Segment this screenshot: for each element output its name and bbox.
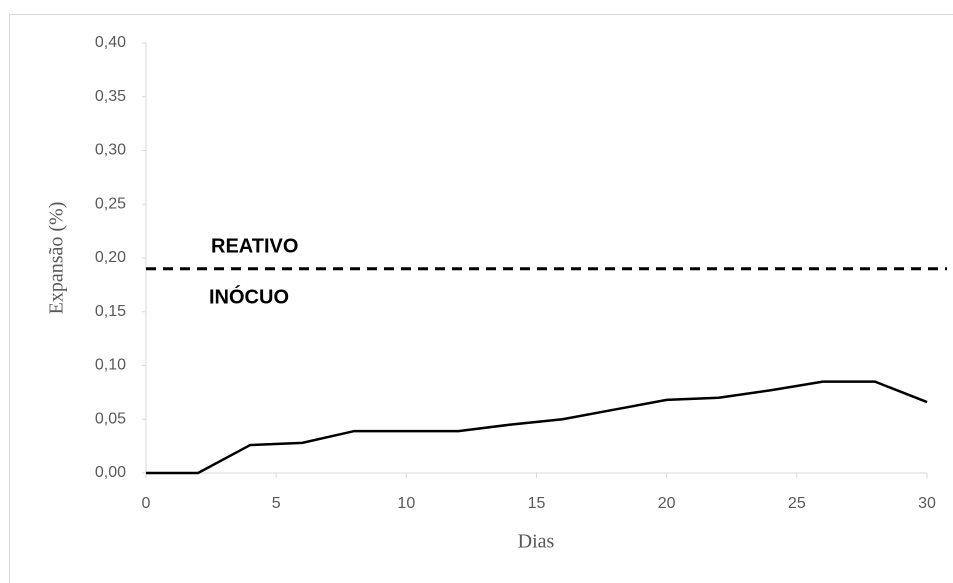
x-tick-label: 30 xyxy=(918,495,936,512)
x-tick-label: 10 xyxy=(397,495,415,512)
y-tick-label: 0,20 xyxy=(95,249,126,266)
y-tick-label: 0,10 xyxy=(95,357,126,374)
y-tick-label: 0,00 xyxy=(95,464,126,481)
y-tick-label: 0,15 xyxy=(95,303,126,320)
y-tick-label: 0,40 xyxy=(95,34,126,51)
annotation: INÓCUO xyxy=(209,284,289,308)
x-tick-label: 25 xyxy=(788,495,806,512)
annotation: REATIVO xyxy=(211,235,298,257)
data-line xyxy=(146,380,928,475)
x-tick-label: 5 xyxy=(272,495,281,512)
y-tick-label: 0,35 xyxy=(95,88,126,105)
y-tick-label: 0,25 xyxy=(95,195,126,212)
x-axis-label: Dias xyxy=(518,531,555,553)
x-tick-label: 20 xyxy=(658,495,676,512)
y-tick-label: 0,05 xyxy=(95,410,126,427)
y-tick-label: 0,30 xyxy=(95,142,126,159)
x-tick-label: 15 xyxy=(528,495,546,512)
chart-border xyxy=(9,14,953,583)
y-axis-label: Expansão (%) xyxy=(46,202,68,315)
x-tick-label: 0 xyxy=(142,495,151,512)
